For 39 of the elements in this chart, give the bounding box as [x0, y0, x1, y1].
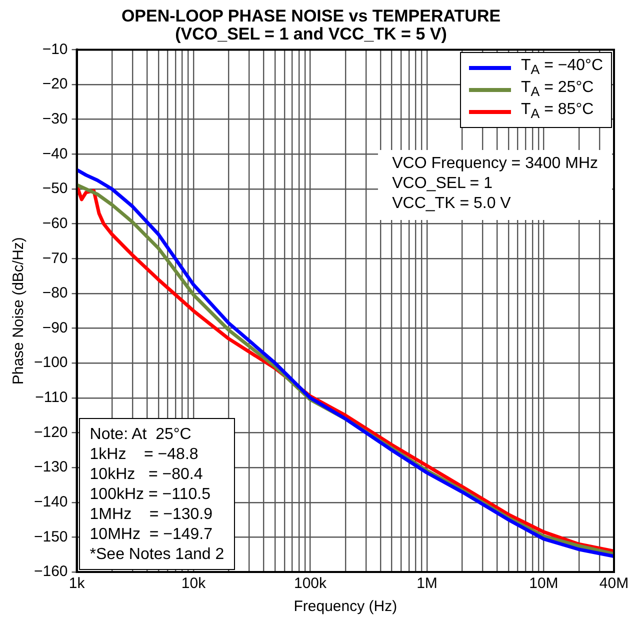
annotation: Note: At 25°C — [90, 425, 192, 445]
legend-label: T$_{A}$ = 85°C — [521, 100, 594, 123]
y-tick-label: −70 — [42, 250, 68, 267]
y-tick-label: −30 — [42, 110, 68, 128]
y-tick-label: −110 — [35, 389, 68, 406]
annotation: VCO Frequency = 3400 MHz — [392, 154, 598, 174]
annotation: 10kHz = −80.4 — [90, 465, 204, 485]
legend-label: T$_{A}$ = −40°C — [521, 56, 603, 79]
annotation: 100kHz = −110.5 — [90, 485, 212, 505]
legend-label: T$_{A}$ = 25°C — [521, 78, 594, 101]
chart-subtitle: (VCO_SEL = 1 and VCC_TK = 5 V) — [175, 24, 447, 44]
annotation: 1MHz = −130.9 — [90, 505, 214, 525]
y-tick-label: −90 — [42, 319, 68, 336]
y-tick-label: −80 — [42, 284, 68, 302]
x-axis-title: Frequency (Hz) — [294, 598, 398, 616]
y-tick-label: −140 — [34, 494, 68, 510]
y-tick-label: −60 — [42, 214, 68, 232]
annotation: 1kHz = −48.8 — [90, 445, 200, 465]
annotation: VCO_SEL = 1 — [392, 174, 494, 194]
x-tick-label: 10M — [529, 575, 558, 592]
y-tick-label: −130 — [34, 458, 68, 476]
y-tick-label: −10 — [42, 40, 68, 58]
x-tick-label: 100k — [294, 575, 328, 592]
y-tick-label: −150 — [34, 528, 68, 546]
x-tick-label: 1M — [416, 575, 438, 592]
y-tick-label: −100 — [34, 354, 68, 372]
y-tick-label: −160 — [34, 563, 68, 580]
x-tick-label: 1k — [68, 575, 86, 592]
y-axis-title: Phase Noise (dBc/Hz) — [10, 237, 28, 385]
y-tick-label: −20 — [42, 76, 68, 93]
x-tick-label: 10k — [181, 575, 206, 592]
chart-title: OPEN-LOOP PHASE NOISE vs TEMPERATURE — [121, 6, 501, 26]
annotation: 10MHz = −149.7 — [90, 525, 214, 545]
x-tick-label: 40M — [599, 575, 629, 592]
y-tick-label: −50 — [42, 180, 68, 198]
y-tick-label: −120 — [34, 424, 68, 441]
annotation: VCC_TK = 5.0 V — [392, 194, 512, 214]
annotation: *See Notes 1and 2 — [90, 545, 224, 565]
y-tick-label: −40 — [42, 145, 68, 162]
